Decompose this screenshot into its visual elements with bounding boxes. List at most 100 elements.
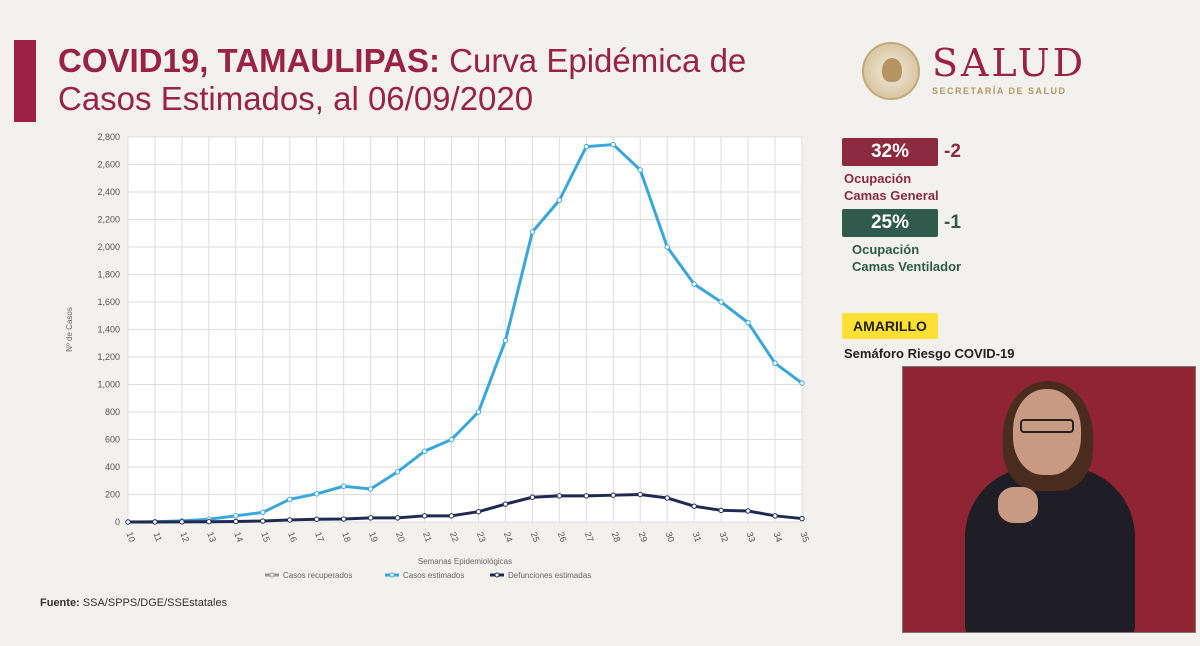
series-casos-estimados-point (691, 281, 697, 287)
y-tick-label: 1,600 (97, 297, 120, 307)
series-casos-estimados-point (556, 197, 563, 203)
series-defunciones-estimadas-point (637, 491, 643, 498)
x-tick-label: 34 (771, 531, 784, 544)
y-tick-label: 0 (115, 517, 120, 527)
sign-language-interpreter-video (902, 366, 1196, 633)
logo-subtitle: SECRETARÍA DE SALUD (932, 86, 1067, 96)
series-casos-estimados-point (583, 143, 590, 150)
x-axis-title: Semanas Epidemiológicas (418, 557, 512, 566)
series-casos-estimados-point (475, 409, 482, 415)
title-rest: Curva Epidémica de (439, 42, 747, 79)
series-defunciones-estimadas-point (745, 508, 751, 514)
source-note: Fuente: SSA/SPPS/DGE/SSEstatales (40, 597, 227, 609)
y-tick-label: 2,600 (97, 160, 120, 170)
x-tick-label: 22 (448, 531, 461, 544)
y-tick-label: 1,800 (97, 270, 120, 280)
logo-word: SALUD (932, 41, 1087, 85)
series-defunciones-estimadas-line (128, 493, 803, 524)
series-casos-estimados-point (287, 496, 293, 503)
series-defunciones-estimadas-point (691, 503, 697, 509)
series-casos-estimados-point (610, 141, 616, 148)
x-tick-label: 18 (340, 531, 353, 544)
series-defunciones-estimadas-point (367, 515, 374, 521)
series-defunciones-estimadas-point (583, 493, 590, 499)
series-defunciones-estimadas-point (421, 513, 428, 519)
series-casos-estimados-point (367, 486, 374, 492)
y-axis-title: Nº de Casos (65, 307, 74, 352)
series-casos-estimados-point (421, 448, 428, 454)
x-tick-label: 11 (151, 531, 164, 543)
x-tick-label: 10 (124, 531, 137, 544)
general-label-line1: Ocupación (844, 171, 912, 186)
y-tick-label: 2,200 (97, 215, 120, 225)
legend-marker (494, 572, 500, 578)
general-occupancy-delta: -2 (944, 141, 961, 162)
series-casos-estimados-point (637, 167, 643, 173)
x-tick-label: 33 (744, 531, 757, 544)
series-defunciones-estimadas-point (475, 508, 482, 515)
series-defunciones-estimadas-point (502, 501, 509, 507)
x-tick-label: 17 (313, 531, 326, 544)
y-tick-label: 400 (105, 462, 120, 472)
x-tick-label: 26 (556, 531, 569, 544)
series-defunciones-estimadas-point (556, 493, 563, 499)
page-title: COVID19, TAMAULIPAS: Curva Epidémica de … (58, 42, 848, 118)
interpreter-body (965, 467, 1135, 632)
general-label-line2: Camas General (844, 188, 939, 203)
series-defunciones-estimadas-point (260, 518, 266, 524)
series-defunciones-estimadas-point (529, 494, 536, 500)
series-defunciones-estimadas-point (287, 517, 293, 523)
x-tick-label: 15 (259, 531, 272, 544)
legend-marker (389, 572, 395, 578)
title-line2: Casos Estimados, al 06/09/2020 (58, 80, 534, 117)
x-tick-label: 35 (798, 531, 811, 544)
series-casos-estimados-point (233, 513, 239, 519)
series-casos-estimados-point (448, 436, 455, 443)
x-tick-label: 27 (583, 531, 596, 544)
ventilator-occupancy-delta: -1 (944, 212, 961, 233)
series-casos-estimados-line (127, 143, 803, 524)
epidemic-curve-chart: 0 200 400 600 800 1,000 1,200 1,400 1,600 1,800 2,… (65, 132, 811, 580)
x-tick-label: 31 (691, 531, 704, 544)
interpreter-hands (998, 487, 1038, 523)
x-tick-label: 14 (232, 531, 245, 544)
x-tick-label: 13 (205, 531, 218, 544)
x-tick-label: 19 (367, 531, 380, 544)
x-tick-label: 20 (394, 531, 407, 544)
y-tick-label: 2,400 (97, 187, 120, 197)
series-casos-estimados-point (529, 229, 536, 235)
y-tick-label: 200 (105, 490, 120, 500)
series-defunciones-estimadas-point (610, 492, 616, 498)
x-tick-label: 23 (475, 531, 488, 544)
series-casos-estimados-point (772, 360, 778, 366)
semaforo-color-badge: AMARILLO (842, 313, 938, 339)
series-casos-estimados-point (718, 299, 724, 305)
ventilator-label-line1: Ocupación (852, 242, 920, 257)
ventilator-occupancy-label: Ocupación Camas Ventilador (852, 241, 961, 275)
legend-marker (269, 572, 275, 578)
semaforo-label: Semáforo Riesgo COVID-19 (844, 346, 1015, 361)
series-casos-estimados-point (340, 483, 347, 489)
source-text: SSA/SPPS/DGE/SSEstatales (79, 597, 228, 609)
series-casos-estimados-point (799, 380, 805, 386)
x-tick-label: 16 (286, 531, 299, 544)
series-defunciones-estimadas-point (664, 495, 670, 501)
y-tick-label: 2,800 (97, 132, 120, 142)
y-tick-label: 2,000 (97, 242, 120, 252)
series-defunciones-estimadas-point (152, 519, 158, 525)
x-tick-label: 28 (610, 531, 623, 544)
y-tick-label: 800 (105, 407, 120, 417)
legend-label: Defunciones estimadas (508, 571, 591, 580)
series-casos-estimados-point (260, 509, 266, 516)
series-casos-estimados-point (664, 244, 670, 250)
x-tick-label: 25 (529, 531, 542, 544)
series-defunciones-estimadas-point (394, 515, 401, 521)
general-occupancy-label: Ocupación Camas General (844, 170, 939, 204)
series-defunciones-estimadas-point (125, 519, 131, 525)
x-tick-label: 29 (637, 531, 650, 544)
y-tick-label: 1,000 (97, 380, 120, 390)
source-label: Fuente: (40, 597, 80, 609)
legend-label: Casos recuperados (283, 571, 352, 580)
series-defunciones-estimadas-point (233, 518, 239, 525)
series-defunciones-estimadas-point (179, 519, 185, 525)
